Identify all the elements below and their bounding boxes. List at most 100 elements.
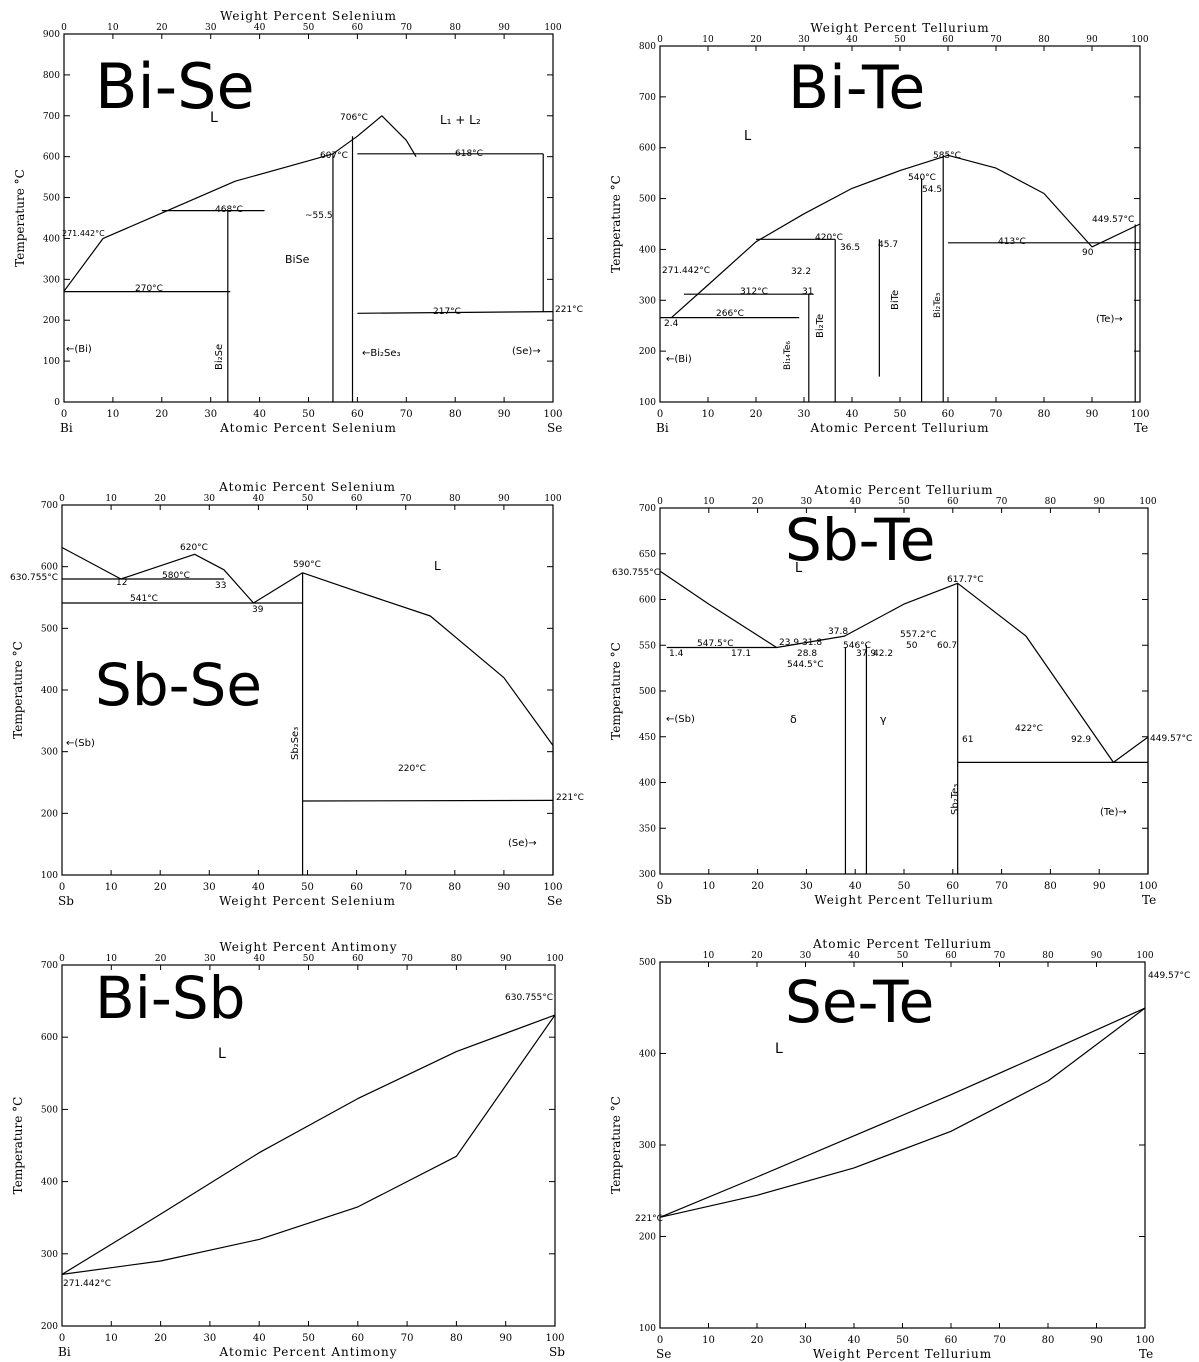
x-tick-label: 80	[449, 409, 462, 420]
annotation: 31	[802, 287, 813, 297]
annotation: 36.5	[840, 243, 860, 253]
annotation: 220°C	[398, 764, 426, 774]
right-element-label: Te	[1142, 893, 1156, 907]
y-tick-label: 100	[639, 398, 656, 408]
x-tick-label: 60	[946, 881, 959, 892]
annotation: 42.2	[873, 649, 893, 659]
top-tick-label: 100	[544, 494, 561, 504]
top-tick-label: 90	[1091, 951, 1103, 961]
annotation: 557.2°C	[900, 630, 937, 640]
panel-title: Sb-Te	[785, 506, 936, 574]
curves-sete	[659, 1007, 1146, 1218]
top-tick-label: 70	[996, 497, 1008, 507]
x-tick-label: 90	[1093, 881, 1106, 892]
annotation: ←Bi₂Se₃	[362, 348, 401, 359]
y-tick-label: 600	[639, 144, 656, 154]
top-tick-label: 80	[1045, 497, 1057, 507]
curves-bisb	[61, 1014, 556, 1275]
annotation: BiTe	[890, 290, 901, 310]
top-tick-label: 90	[1086, 35, 1098, 45]
annotation: (Te)→	[1096, 314, 1123, 325]
top-tick-label: 10	[105, 494, 117, 504]
annotation: 541°C	[130, 594, 158, 604]
annotation: Sb₂Te₃	[950, 784, 961, 815]
x-tick-label: 80	[1038, 409, 1051, 420]
annotation: 217°C	[433, 307, 461, 317]
x-tick-label: 90	[498, 409, 511, 420]
x-tick-label: 10	[105, 882, 118, 893]
top-tick-label: 50	[894, 35, 906, 45]
annotation: 92.9	[1071, 735, 1091, 745]
top-tick-label: 70	[990, 35, 1002, 45]
x-tick-label: 10	[105, 1333, 118, 1344]
x-tick-label: 20	[751, 1335, 764, 1346]
top-tick-label: 40	[254, 23, 266, 33]
x-tick-label: 100	[1138, 881, 1157, 892]
top-tick-label: 10	[703, 497, 715, 507]
y-tick-label: 600	[41, 563, 58, 573]
annotation: 17.1	[731, 649, 751, 659]
y-tick-label: 400	[41, 1178, 58, 1188]
annotation: 547.5°C	[697, 639, 734, 649]
annotation: 271.442°C	[662, 266, 710, 276]
annotation: L	[775, 1041, 783, 1057]
top-tick-label: 40	[253, 954, 265, 964]
top-tick-label: 40	[846, 35, 858, 45]
top-axis-label: Atomic Percent Tellurium	[812, 937, 992, 951]
annotations-bisb: L 630.755°C 271.442°C	[63, 993, 553, 1289]
annotation: 630.755°C	[10, 573, 58, 583]
annotation: 449.57°C	[1150, 734, 1192, 744]
top-tick-label: 60	[947, 497, 959, 507]
x-tick-label: 10	[107, 409, 120, 420]
top-axis-label: Weight Percent Tellurium	[810, 21, 989, 35]
annotation: 422°C	[1015, 724, 1043, 734]
series-line	[659, 1007, 1146, 1218]
y-tick-label: 300	[41, 748, 58, 758]
x-axis-label: Weight Percent Tellurium	[813, 1347, 992, 1361]
x-tick-label: 0	[657, 881, 663, 892]
annotation: L	[434, 559, 441, 573]
y-tick-label: 300	[43, 275, 60, 285]
annotation: 1.4	[669, 649, 684, 659]
x-tick-label: 30	[798, 409, 811, 420]
top-tick-label: 80	[1038, 35, 1050, 45]
top-tick-label: 20	[154, 494, 166, 504]
annotation: δ	[790, 713, 797, 726]
x-tick-label: 10	[702, 881, 715, 892]
top-tick-label: 30	[204, 494, 216, 504]
panel-bisb: 0 10 20 30 40 50 60 70 80 90 100 0 10 20 30 40 50 60 70 80 9…	[11, 940, 565, 1359]
annotation: γ	[880, 713, 887, 726]
top-tick-label: 0	[59, 954, 65, 964]
y-tick-label: 400	[43, 234, 60, 244]
annotation: 90	[1082, 248, 1094, 258]
top-tick-label: 90	[500, 954, 512, 964]
top-axis-label: Atomic Percent Selenium	[218, 480, 396, 494]
annotation: 33	[215, 581, 226, 591]
y-tick-label: 450	[639, 733, 656, 743]
annotation: ~55.5	[305, 211, 333, 221]
annotation: Bi₂Te₃	[933, 292, 943, 318]
annotations-sete: L 449.57°C 221°C	[635, 971, 1190, 1224]
top-tick-label: 100	[1136, 951, 1153, 961]
top-tick-label: 60	[352, 23, 364, 33]
top-tick-label: 60	[945, 951, 957, 961]
top-tick-label: 20	[750, 35, 762, 45]
panel-title: Se-Te	[785, 968, 934, 1036]
annotation: 617.7°C	[947, 575, 984, 585]
annotation: 23.9	[779, 638, 799, 648]
top-tick-label: 100	[546, 954, 563, 964]
top-tick-label: 50	[302, 494, 314, 504]
x-tick-label: 70	[401, 1333, 414, 1344]
series-line	[659, 570, 1149, 764]
y-tick-label: 900	[43, 30, 60, 40]
panel-title: Bi-Se	[95, 50, 255, 123]
annotation: L	[795, 561, 803, 576]
annotation: 45.7	[878, 240, 898, 250]
top-tick-label: 100	[544, 23, 561, 33]
x-tick-label: 50	[896, 1335, 909, 1346]
annotation: 271.442°C	[62, 229, 105, 238]
top-tick-label: 50	[303, 954, 315, 964]
top-tick-label: 0	[61, 23, 67, 33]
